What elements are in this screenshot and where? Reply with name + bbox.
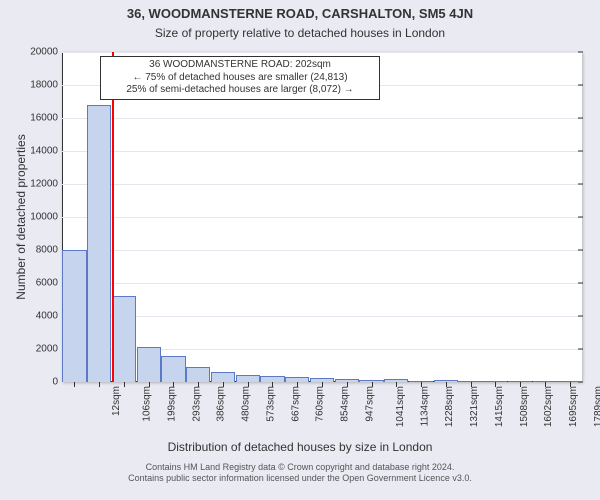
x-tick-mark bbox=[372, 382, 373, 387]
gridline bbox=[62, 151, 582, 152]
y-tick-mark bbox=[578, 184, 583, 185]
x-tick-label: 1508sqm bbox=[519, 382, 530, 427]
histogram-bar bbox=[87, 105, 111, 382]
gridline bbox=[62, 250, 582, 251]
histogram-bar bbox=[211, 372, 235, 382]
x-tick-mark bbox=[570, 382, 571, 387]
y-tick-label: 4000 bbox=[36, 311, 62, 322]
x-tick-label: 12sqm bbox=[111, 382, 122, 416]
histogram-bar bbox=[62, 250, 86, 382]
x-tick-mark bbox=[124, 382, 125, 387]
x-tick-mark bbox=[322, 382, 323, 387]
chart-subtitle: Size of property relative to detached ho… bbox=[0, 26, 600, 40]
chart-container: { "layout": { "width_px": 600, "height_p… bbox=[0, 0, 600, 500]
x-tick-mark bbox=[74, 382, 75, 387]
x-tick-mark bbox=[198, 382, 199, 387]
x-tick-label: 760sqm bbox=[315, 382, 326, 422]
x-tick-mark bbox=[347, 382, 348, 387]
histogram-bar bbox=[236, 375, 260, 382]
y-tick-mark bbox=[578, 52, 583, 53]
x-tick-label: 1228sqm bbox=[444, 382, 455, 427]
gridline bbox=[62, 316, 582, 317]
y-tick-mark bbox=[578, 118, 583, 119]
y-tick-label: 0 bbox=[52, 377, 62, 388]
x-tick-label: 854sqm bbox=[340, 382, 351, 422]
x-tick-mark bbox=[396, 382, 397, 387]
x-tick-label: 573sqm bbox=[266, 382, 277, 422]
x-tick-mark bbox=[421, 382, 422, 387]
x-tick-label: 1789sqm bbox=[593, 382, 600, 427]
y-tick-label: 6000 bbox=[36, 278, 62, 289]
y-tick-mark bbox=[578, 316, 583, 317]
annotation-line: ← 75% of detached houses are smaller (24… bbox=[105, 72, 375, 85]
x-tick-mark bbox=[545, 382, 546, 387]
y-tick-label: 14000 bbox=[30, 146, 62, 157]
x-tick-label: 1602sqm bbox=[543, 382, 554, 427]
x-tick-label: 667sqm bbox=[290, 382, 301, 422]
x-tick-mark bbox=[149, 382, 150, 387]
x-tick-label: 947sqm bbox=[365, 382, 376, 422]
y-tick-label: 18000 bbox=[30, 80, 62, 91]
x-tick-mark bbox=[223, 382, 224, 387]
x-tick-mark bbox=[446, 382, 447, 387]
histogram-bar bbox=[112, 296, 136, 382]
gridline bbox=[62, 52, 582, 53]
y-tick-label: 20000 bbox=[30, 47, 62, 58]
x-tick-label: 1134sqm bbox=[419, 382, 430, 426]
y-tick-mark bbox=[578, 217, 583, 218]
annotation-line: 36 WOODMANSTERNE ROAD: 202sqm bbox=[105, 59, 375, 72]
gridline bbox=[62, 283, 582, 284]
y-tick-mark bbox=[578, 349, 583, 350]
annotation-line: 25% of semi-detached houses are larger (… bbox=[105, 84, 375, 97]
histogram-bar bbox=[137, 347, 161, 382]
x-tick-mark bbox=[99, 382, 100, 387]
x-tick-mark bbox=[495, 382, 496, 387]
y-tick-label: 10000 bbox=[30, 212, 62, 223]
y-tick-label: 16000 bbox=[30, 113, 62, 124]
y-tick-label: 2000 bbox=[36, 344, 62, 355]
x-tick-label: 1321sqm bbox=[469, 382, 480, 427]
x-tick-label: 386sqm bbox=[216, 382, 227, 422]
footer: Contains HM Land Registry data © Crown c… bbox=[0, 462, 600, 484]
x-tick-label: 1041sqm bbox=[395, 382, 406, 427]
x-tick-label: 480sqm bbox=[241, 382, 252, 422]
x-tick-label: 199sqm bbox=[166, 382, 177, 422]
gridline bbox=[62, 217, 582, 218]
gridline bbox=[62, 118, 582, 119]
y-tick-mark bbox=[578, 250, 583, 251]
x-tick-mark bbox=[248, 382, 249, 387]
y-tick-mark bbox=[578, 283, 583, 284]
x-tick-label: 106sqm bbox=[142, 382, 153, 422]
x-tick-label: 1695sqm bbox=[568, 382, 579, 427]
x-tick-mark bbox=[520, 382, 521, 387]
marker-line bbox=[112, 52, 114, 382]
plot-area: 0200040006000800010000120001400016000180… bbox=[62, 52, 582, 382]
gridline bbox=[62, 184, 582, 185]
x-tick-label: 293sqm bbox=[191, 382, 202, 422]
footer-line-1: Contains HM Land Registry data © Crown c… bbox=[0, 462, 600, 473]
x-tick-label: 1415sqm bbox=[494, 382, 505, 427]
x-axis-label: Distribution of detached houses by size … bbox=[0, 440, 600, 454]
x-tick-mark bbox=[272, 382, 273, 387]
y-tick-label: 12000 bbox=[30, 179, 62, 190]
y-tick-mark bbox=[578, 151, 583, 152]
footer-line-2: Contains public sector information licen… bbox=[0, 473, 600, 484]
x-tick-mark bbox=[297, 382, 298, 387]
y-tick-mark bbox=[578, 85, 583, 86]
histogram-bar bbox=[161, 356, 185, 382]
histogram-bar bbox=[186, 367, 210, 382]
y-tick-label: 8000 bbox=[36, 245, 62, 256]
x-tick-mark bbox=[471, 382, 472, 387]
y-axis-label: Number of detached properties bbox=[14, 52, 28, 382]
chart-title: 36, WOODMANSTERNE ROAD, CARSHALTON, SM5 … bbox=[0, 6, 600, 21]
x-tick-mark bbox=[173, 382, 174, 387]
annotation-box: 36 WOODMANSTERNE ROAD: 202sqm← 75% of de… bbox=[100, 56, 380, 100]
